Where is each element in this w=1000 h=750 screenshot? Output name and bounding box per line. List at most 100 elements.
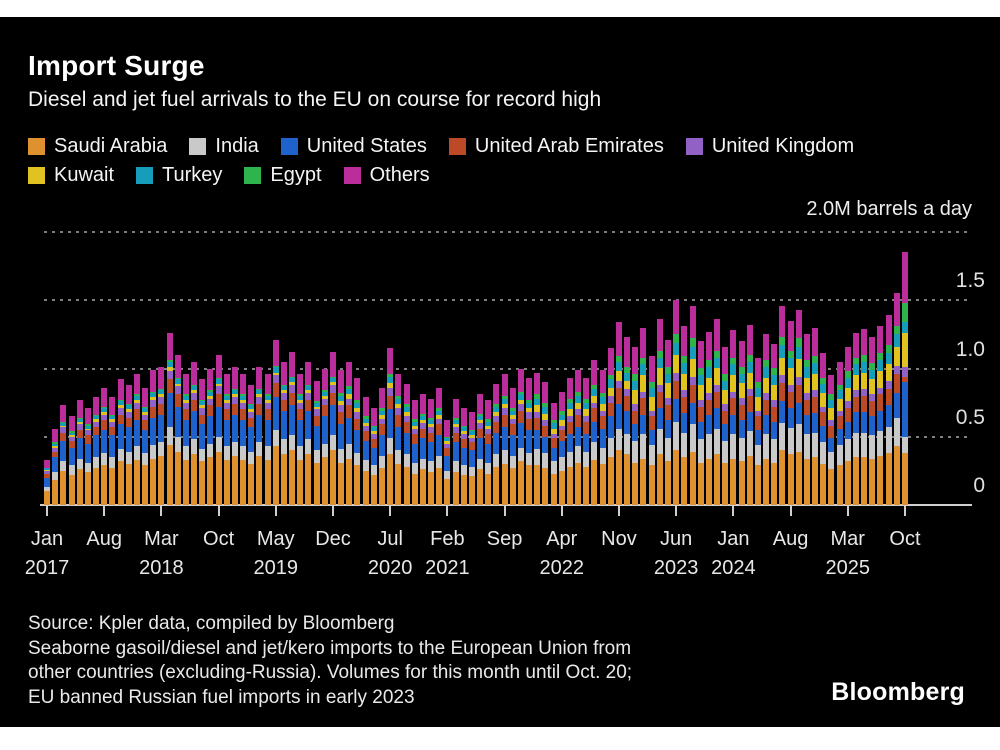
- bar-2024-06[interactable]: [771, 343, 778, 505]
- legend-item-others[interactable]: Others: [343, 164, 430, 187]
- bar-2017-01[interactable]: [44, 459, 50, 505]
- bar-2021-11[interactable]: [517, 368, 524, 506]
- bar-2017-08[interactable]: [101, 387, 108, 505]
- bar-2023-08[interactable]: [689, 305, 696, 505]
- bar-2023-06[interactable]: [673, 300, 680, 505]
- bar-2019-09[interactable]: [305, 361, 312, 505]
- bar-2025-08[interactable]: [885, 315, 892, 505]
- legend-item-united-states[interactable]: United States: [280, 135, 427, 158]
- legend-item-turkey[interactable]: Turkey: [136, 164, 222, 187]
- bar-2017-09[interactable]: [109, 397, 116, 505]
- bar-2023-02[interactable]: [640, 327, 647, 505]
- bar-2023-05[interactable]: [664, 339, 671, 505]
- bar-2023-03[interactable]: [648, 356, 655, 505]
- bar-2019-02[interactable]: [248, 384, 255, 505]
- bar-2017-11[interactable]: [125, 384, 132, 505]
- bar-2022-04[interactable]: [558, 391, 565, 505]
- bar-2022-08[interactable]: [591, 360, 598, 505]
- bar-2024-02[interactable]: [738, 341, 745, 505]
- bar-2019-10[interactable]: [313, 380, 320, 505]
- bar-2025-01[interactable]: [828, 375, 835, 505]
- bar-2019-11[interactable]: [321, 368, 328, 506]
- bar-2017-04[interactable]: [68, 416, 75, 505]
- bar-2025-03[interactable]: [844, 346, 851, 505]
- bar-2018-12[interactable]: [231, 367, 238, 505]
- bar-2024-12[interactable]: [820, 353, 827, 505]
- bar-2025-07[interactable]: [877, 326, 884, 505]
- bar-2020-10[interactable]: [411, 399, 418, 505]
- bar-2022-03[interactable]: [550, 402, 557, 505]
- bar-2021-02[interactable]: [444, 420, 451, 505]
- bar-2023-09[interactable]: [697, 341, 704, 505]
- bar-2022-02[interactable]: [542, 382, 549, 505]
- bar-2019-07[interactable]: [289, 352, 296, 505]
- bar-2021-10[interactable]: [509, 387, 516, 505]
- bar-2020-12[interactable]: [428, 398, 435, 505]
- bar-2022-07[interactable]: [583, 378, 590, 505]
- bar-2024-03[interactable]: [746, 324, 753, 505]
- bar-2021-01[interactable]: [436, 387, 443, 505]
- bar-2023-04[interactable]: [656, 319, 663, 505]
- bar-2019-05[interactable]: [272, 339, 279, 505]
- bar-2017-06[interactable]: [84, 408, 91, 505]
- bar-2023-11[interactable]: [714, 319, 721, 505]
- bar-2024-07[interactable]: [779, 305, 786, 505]
- legend-item-united-arab-emirates[interactable]: United Arab Emirates: [448, 135, 664, 158]
- bar-2020-05[interactable]: [370, 408, 377, 505]
- bar-2020-08[interactable]: [395, 373, 402, 505]
- bar-2017-02[interactable]: [52, 428, 59, 505]
- legend-item-kuwait[interactable]: Kuwait: [28, 164, 114, 187]
- bar-2017-10[interactable]: [117, 379, 124, 505]
- bar-2017-12[interactable]: [133, 373, 140, 505]
- bar-2021-04[interactable]: [460, 408, 467, 505]
- legend-item-united-kingdom[interactable]: United Kingdom: [685, 135, 854, 158]
- bar-2017-07[interactable]: [93, 397, 100, 505]
- bar-2018-11[interactable]: [223, 373, 230, 505]
- bar-2024-04[interactable]: [754, 357, 761, 505]
- bar-2025-04[interactable]: [852, 333, 859, 505]
- bar-2024-01[interactable]: [730, 330, 737, 505]
- bar-2020-07[interactable]: [387, 348, 394, 505]
- bar-2022-06[interactable]: [575, 369, 582, 505]
- bar-2021-09[interactable]: [501, 373, 508, 505]
- bar-2020-11[interactable]: [419, 394, 426, 505]
- bar-2022-11[interactable]: [615, 322, 622, 505]
- bar-2019-08[interactable]: [297, 373, 304, 505]
- bar-2018-07[interactable]: [191, 361, 198, 505]
- bar-2024-05[interactable]: [763, 334, 770, 505]
- bar-2022-10[interactable]: [607, 348, 614, 505]
- bar-2025-05[interactable]: [861, 328, 868, 505]
- bar-2020-06[interactable]: [379, 387, 385, 505]
- bar-2023-07[interactable]: [681, 326, 688, 505]
- bar-2019-04[interactable]: [264, 373, 271, 505]
- bar-2025-09[interactable]: [893, 293, 900, 505]
- legend-item-india[interactable]: India: [189, 135, 259, 158]
- legend-item-saudi-arabia[interactable]: Saudi Arabia: [28, 135, 167, 158]
- bar-2019-01[interactable]: [240, 373, 247, 505]
- bar-2024-09[interactable]: [795, 309, 802, 505]
- bar-2018-03[interactable]: [158, 367, 165, 505]
- bar-2021-06[interactable]: [477, 394, 484, 505]
- bar-2022-09[interactable]: [599, 369, 606, 505]
- bar-2020-09[interactable]: [403, 383, 410, 505]
- bar-2021-12[interactable]: [526, 378, 533, 505]
- bar-2020-03[interactable]: [354, 378, 361, 505]
- bar-2024-11[interactable]: [812, 327, 819, 505]
- bar-2024-08[interactable]: [787, 320, 794, 505]
- bar-2018-02[interactable]: [150, 369, 157, 505]
- bar-2018-06[interactable]: [182, 373, 189, 505]
- bar-2023-12[interactable]: [722, 346, 729, 505]
- bar-2019-03[interactable]: [256, 367, 263, 505]
- bar-2025-06[interactable]: [869, 337, 876, 505]
- bar-2018-05[interactable]: [174, 354, 181, 505]
- bar-2018-01[interactable]: [142, 387, 149, 505]
- bar-2021-05[interactable]: [468, 412, 475, 505]
- bar-2024-10[interactable]: [803, 334, 810, 505]
- bar-2019-06[interactable]: [280, 361, 287, 505]
- bar-2021-08[interactable]: [493, 383, 500, 505]
- bar-2019-12[interactable]: [329, 352, 336, 505]
- bar-2018-04[interactable]: [166, 333, 173, 505]
- bar-2022-12[interactable]: [624, 337, 631, 505]
- bar-2017-03[interactable]: [60, 405, 67, 505]
- bar-2018-08[interactable]: [199, 379, 206, 505]
